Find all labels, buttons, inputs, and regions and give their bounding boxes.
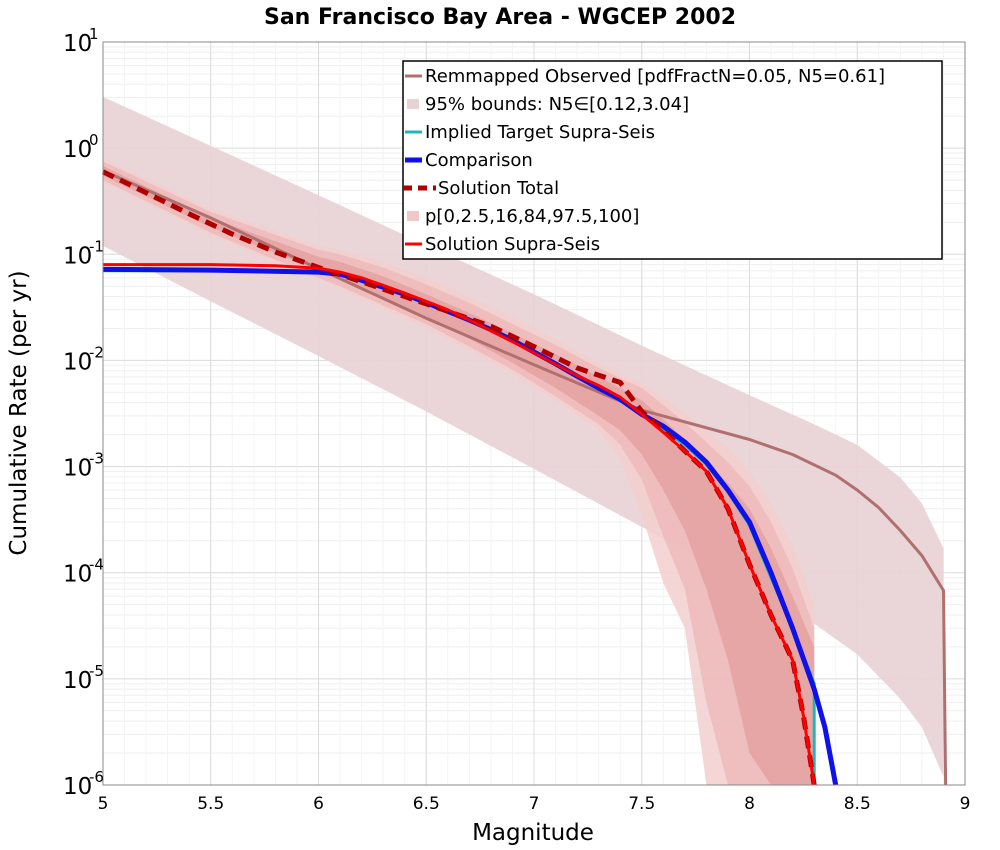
legend-label: Solution Total <box>438 178 559 199</box>
series-line <box>103 263 816 786</box>
x-tick-label: 5.5 <box>197 794 224 814</box>
x-tick-label: 7.5 <box>628 794 655 814</box>
y-tick-label: 10-4 <box>63 556 104 588</box>
y-tick-label: 101 <box>63 25 99 57</box>
legend-swatch <box>407 211 419 221</box>
y-tick-exponent: 0 <box>89 131 99 149</box>
legend-entry: Comparison <box>405 150 533 171</box>
series-lines <box>101 169 948 786</box>
x-tick-label: 8.5 <box>844 794 871 814</box>
legend-entry: Solution Supra-Seis <box>405 234 600 255</box>
y-tick-exponent: -1 <box>89 237 104 255</box>
y-tick-base: 10 <box>63 31 92 57</box>
legend-entry: Solution Total <box>403 178 559 199</box>
x-tick-label: 6 <box>313 794 324 814</box>
legend: Remmapped Observed [pdfFractN=0.05, N5=0… <box>402 60 943 260</box>
chart-title: San Francisco Bay Area - WGCEP 2002 <box>264 5 736 30</box>
y-tick-base: 10 <box>63 349 92 375</box>
legend-swatch <box>407 99 419 109</box>
x-tick-label: 9 <box>960 794 971 814</box>
legend-entry: p[0,2.5,16,84,97.5,100] <box>407 206 639 227</box>
y-tick-exponent: -6 <box>89 768 104 786</box>
legend-entry: Implied Target Supra-Seis <box>405 122 655 143</box>
y-tick-label: 10-6 <box>63 768 104 800</box>
y-tick-base: 10 <box>63 774 92 800</box>
legend-label: Solution Supra-Seis <box>425 234 600 255</box>
y-tick-base: 10 <box>63 243 92 269</box>
y-tick-base: 10 <box>63 137 92 163</box>
y-tick-label: 10-3 <box>63 450 104 482</box>
y-tick-exponent: -2 <box>89 343 104 361</box>
y-tick-base: 10 <box>63 562 92 588</box>
band-area <box>103 165 815 785</box>
legend-label: Comparison <box>425 150 533 171</box>
x-tick-label: 7 <box>529 794 540 814</box>
x-tick-labels: 5 5.5 6 6.5 7 7.5 8 8.5 9 <box>98 794 971 814</box>
y-tick-label: 10-1 <box>63 237 104 269</box>
x-tick-label: 6.5 <box>413 794 440 814</box>
x-tick-label: 8 <box>744 794 755 814</box>
y-tick-exponent: -5 <box>89 662 104 680</box>
plot-frame <box>102 41 966 786</box>
x-tick-label: 5 <box>98 794 109 814</box>
y-tick-exponent: 1 <box>89 25 99 43</box>
legend-label: 95% bounds: N5∈[0.12,3.04] <box>425 94 689 115</box>
y-tick-label: 10-5 <box>63 662 104 694</box>
y-tick-exponent: -3 <box>89 450 104 468</box>
legend-box <box>402 60 943 260</box>
y-axis-label: Cumulative Rate (per yr) <box>6 270 32 555</box>
legend-label: Remmapped Observed [pdfFractN=0.05, N5=0… <box>425 66 885 87</box>
y-tick-label: 100 <box>63 131 99 163</box>
legend-entry: Remmapped Observed [pdfFractN=0.05, N5=0… <box>405 66 885 87</box>
y-tick-exponent: -4 <box>89 556 104 574</box>
legend-entry: 95% bounds: N5∈[0.12,3.04] <box>407 94 689 115</box>
x-axis-label: Magnitude <box>472 820 594 846</box>
y-tick-label: 10-2 <box>63 343 104 375</box>
y-tick-base: 10 <box>63 456 92 482</box>
legend-label: p[0,2.5,16,84,97.5,100] <box>425 206 639 227</box>
series-line <box>102 169 948 786</box>
legend-label: Implied Target Supra-Seis <box>425 122 655 143</box>
y-tick-base: 10 <box>63 668 92 694</box>
